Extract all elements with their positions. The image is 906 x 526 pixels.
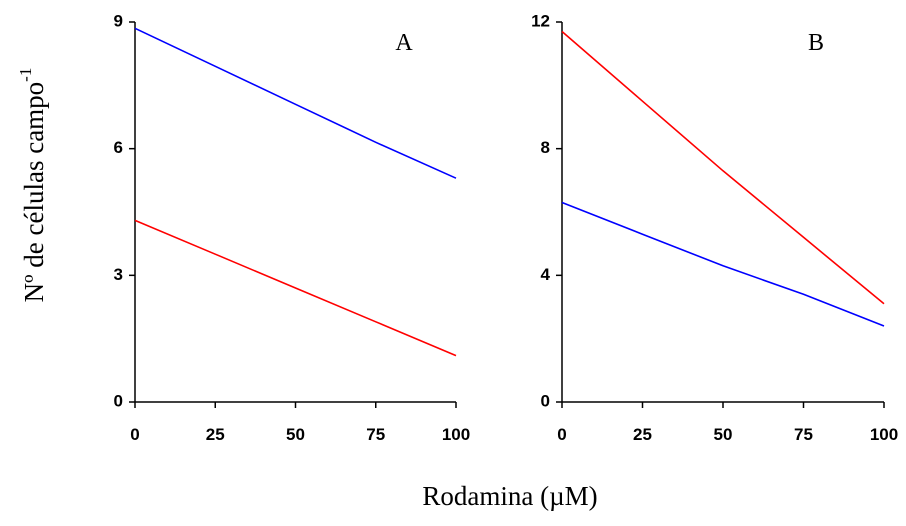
- y-tick-label: 0: [114, 391, 123, 410]
- series-line-2: [134, 219, 457, 357]
- y-tick-label: 12: [531, 11, 550, 30]
- x-tick-label: 0: [130, 425, 139, 444]
- x-axis-title: Rodamina (µM): [422, 481, 597, 511]
- x-tick-label: 100: [442, 425, 470, 444]
- series-line-1: [561, 30, 885, 305]
- x-tick-label: 75: [366, 425, 385, 444]
- x-tick-label: 100: [870, 425, 898, 444]
- y-tick-label: 8: [541, 138, 550, 157]
- y-tick-label: 4: [541, 265, 551, 284]
- series-line-2: [561, 201, 885, 327]
- panel-a: 0 3 6 9 0 25 50 75 100 A: [114, 11, 471, 444]
- x-tick-label: 25: [633, 425, 652, 444]
- panel-b: 0 4 8 12 0 25 50 75 100 B: [531, 11, 898, 444]
- y-axis-title-main: Nº de células campo: [19, 82, 49, 303]
- y-axis-title-superscript: -1: [16, 68, 35, 82]
- panel-label-a: A: [395, 30, 413, 56]
- series-line-1: [134, 27, 457, 179]
- x-tick-label: 50: [714, 425, 733, 444]
- x-tick-label: 75: [794, 425, 813, 444]
- y-axis-title: Nº de células campo-1: [16, 68, 49, 303]
- y-tick-label: 9: [114, 11, 123, 30]
- x-tick-label: 50: [286, 425, 305, 444]
- y-tick-label: 3: [114, 265, 123, 284]
- y-tick-label: 6: [114, 138, 123, 157]
- panel-label-b: B: [808, 30, 824, 56]
- y-tick-label: 0: [541, 391, 550, 410]
- x-tick-label: 25: [206, 425, 225, 444]
- x-tick-label: 0: [557, 425, 566, 444]
